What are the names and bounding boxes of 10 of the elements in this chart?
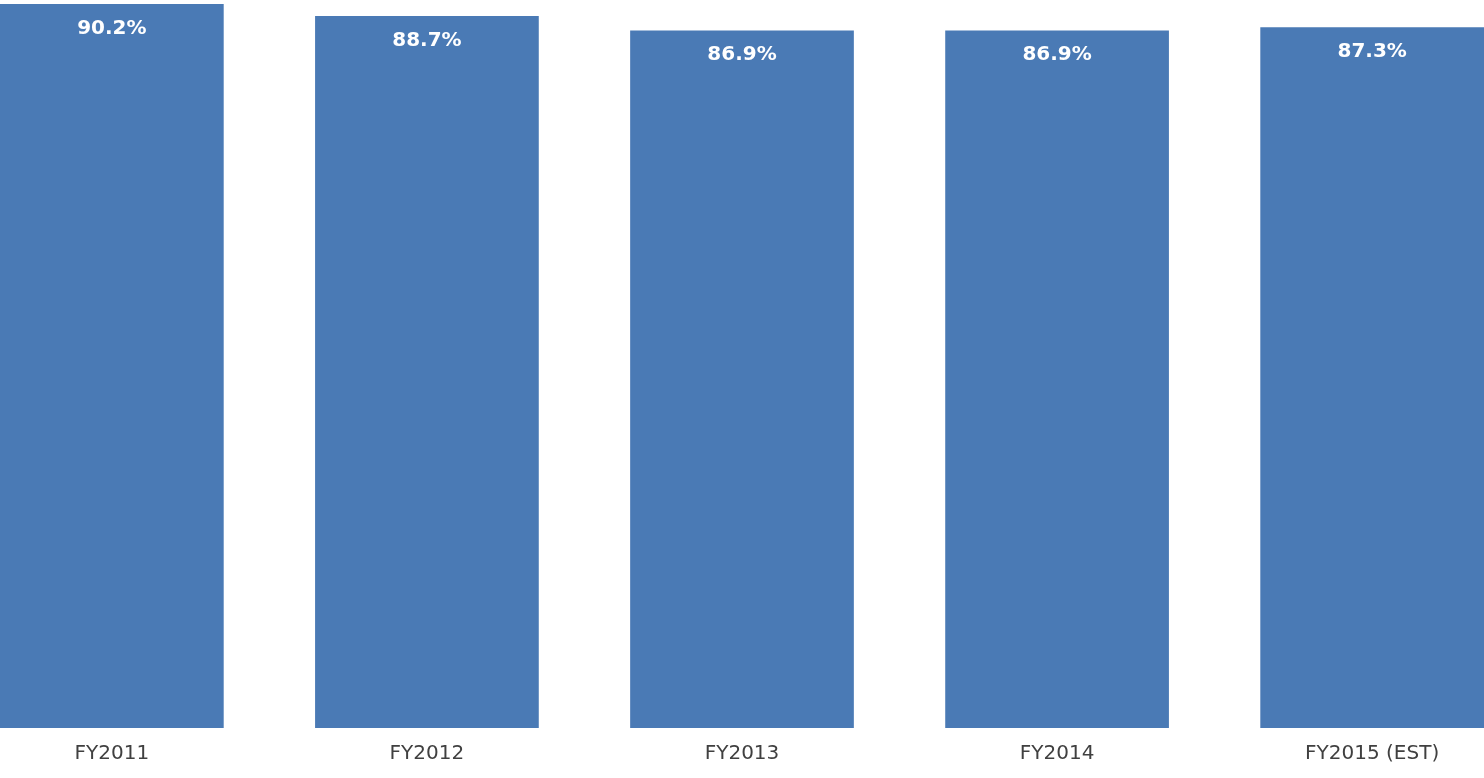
x-tick-label: FY2012 bbox=[389, 739, 465, 764]
data-label: 86.9% bbox=[707, 41, 777, 66]
x-tick-label: FY2011 bbox=[74, 739, 150, 764]
data-label: 90.2% bbox=[77, 15, 147, 39]
x-tick-label: FY2014 bbox=[1019, 739, 1095, 764]
data-label: 88.7% bbox=[392, 27, 462, 52]
x-tick-label: FY2015 (EST) bbox=[1305, 739, 1440, 764]
data-label: 86.9% bbox=[1022, 41, 1092, 66]
data-label: 87.3% bbox=[1337, 38, 1407, 63]
x-tick-label: FY2013 bbox=[704, 739, 780, 764]
